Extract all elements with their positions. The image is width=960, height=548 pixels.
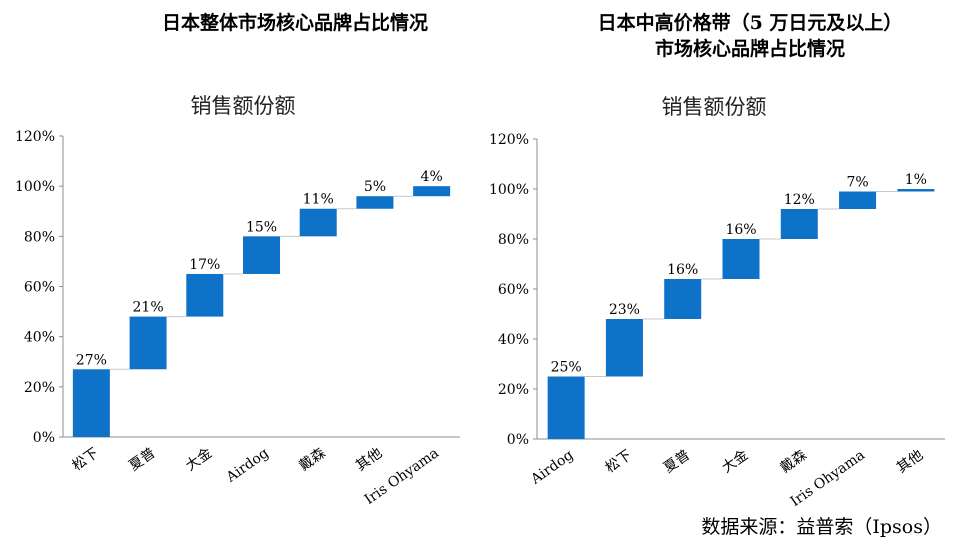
left-bar	[243, 236, 280, 274]
right-chart-subtitle: 销售额份额	[662, 95, 767, 119]
right-chart: 销售额份额 0% 20% 40% 60% 80% 100% 120% 25% Airdog 23% 松…	[489, 95, 945, 510]
left-data-label: 11%	[303, 192, 334, 208]
left-bar	[129, 316, 167, 370]
right-data-label: 25%	[551, 360, 582, 376]
right-bar	[605, 319, 643, 377]
left-data-label: 17%	[189, 257, 220, 273]
left-y-tick-label: 60%	[24, 280, 55, 296]
left-category-label: 大金	[183, 445, 215, 474]
left-category-label: 戴森	[296, 445, 328, 474]
right-category-label: 夏普	[661, 447, 693, 476]
left-category-label: 夏普	[126, 445, 158, 474]
left-y-tick-label: 40%	[24, 330, 55, 346]
right-y-tick-label: 0%	[507, 432, 529, 448]
left-bar	[413, 186, 451, 197]
right-category-label: 大金	[719, 447, 751, 476]
left-y-tick-label: 80%	[24, 229, 55, 245]
left-panel-title: 日本整体市场核心品牌占比情况	[161, 12, 428, 34]
right-category-label: 松下	[603, 447, 635, 476]
right-data-label: 16%	[667, 262, 698, 278]
left-data-label: 4%	[421, 169, 443, 185]
source-note: 数据来源：益普索（Ipsos）	[701, 516, 942, 538]
left-chart: 销售额份额 0% 20% 40% 60% 80% 100% 120% 27% 松下 21% 夏普 17%…	[15, 94, 460, 508]
right-bar	[839, 191, 877, 209]
right-bar	[722, 239, 760, 279]
right-panel-title-line1: 日本中高价格带（5 万日元及以上）	[597, 12, 903, 34]
right-y-tick-label: 40%	[498, 332, 529, 348]
right-y-tick-label: 100%	[489, 182, 529, 198]
left-y-tick-label: 20%	[24, 380, 55, 396]
right-panel-title-line2: 市场核心品牌占比情况	[654, 38, 845, 60]
right-y-tick-label: 120%	[489, 132, 529, 148]
left-y-tick-label: 100%	[15, 179, 55, 195]
left-chart-subtitle: 销售额份额	[191, 94, 296, 118]
right-data-label: 1%	[905, 172, 927, 188]
right-bar	[664, 279, 702, 319]
left-y-tick-label: 0%	[33, 430, 55, 446]
right-bar	[780, 209, 818, 239]
left-data-label: 21%	[133, 300, 164, 316]
left-category-label: 其他	[353, 445, 385, 474]
right-data-label: 16%	[725, 222, 756, 238]
left-bar	[299, 208, 337, 237]
right-bar	[547, 376, 585, 439]
left-data-label: 27%	[76, 352, 107, 368]
right-y-tick-label: 60%	[498, 282, 529, 298]
left-data-label: 5%	[364, 179, 386, 195]
right-category-label: Airdog	[527, 447, 576, 488]
left-bar	[186, 273, 224, 317]
left-category-label: 松下	[70, 445, 102, 474]
right-data-label: 23%	[609, 302, 640, 318]
right-data-label: 7%	[846, 175, 868, 191]
right-panel-title: 日本中高价格带（5 万日元及以上） 市场核心品牌占比情况	[540, 10, 960, 62]
right-category-label: 其他	[894, 447, 926, 476]
right-category-label: 戴森	[777, 447, 809, 476]
right-data-label: 12%	[784, 192, 815, 208]
left-category-label: Airdog	[223, 445, 272, 486]
right-y-tick-label: 80%	[498, 232, 529, 248]
right-bar	[897, 189, 935, 192]
left-bar	[72, 369, 110, 437]
left-bar	[356, 196, 394, 209]
left-y-tick-label: 120%	[15, 129, 55, 145]
left-data-label: 15%	[246, 219, 277, 235]
right-y-tick-label: 20%	[498, 382, 529, 398]
